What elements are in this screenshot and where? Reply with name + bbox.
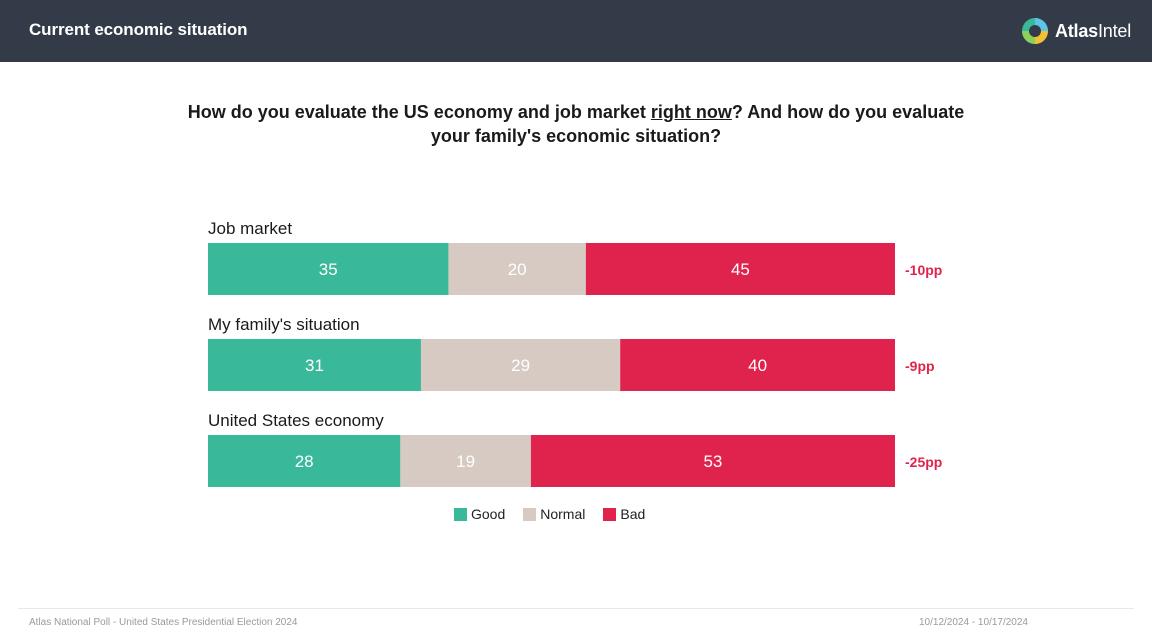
legend-label-good: Good (471, 506, 506, 522)
brand: AtlasIntel (1021, 16, 1131, 46)
data-label-normal-my-family-s-situation: 29 (511, 356, 530, 375)
brand-name-bold: Atlas (1054, 20, 1098, 41)
legend-swatch-normal (523, 507, 537, 521)
data-label-good-job-market: 35 (319, 260, 338, 279)
data-label-normal-job-market: 20 (508, 260, 527, 279)
bar-good-job-market (208, 243, 449, 295)
category-label-united-states-economy: United States economy (208, 411, 384, 430)
bar-bad-job-market (585, 243, 895, 295)
question-part-1: How do you evaluate the US economy and j… (187, 102, 651, 122)
legend-label-bad: Bad (620, 506, 646, 522)
legend-item-bad: Bad (603, 506, 645, 522)
bar-good-united-states-economy (208, 435, 401, 487)
bar-good-my-family-s-situation (208, 339, 421, 391)
legend-item-good: Good (454, 506, 505, 522)
bar-bad-united-states-economy (530, 435, 895, 487)
atlasintel-logo-icon (1021, 18, 1048, 44)
footer-divider (18, 608, 1134, 609)
data-label-bad-job-market: 45 (731, 260, 750, 279)
net-label-my-family-s-situation: -9pp (905, 358, 935, 374)
bar-normal-job-market (448, 243, 586, 295)
footer-dates: 10/12/2024 - 10/17/2024 (919, 617, 1028, 628)
legend-label-normal: Normal (540, 506, 586, 522)
data-label-bad-united-states-economy: 53 (703, 452, 722, 471)
header-bar: Current economic situation AtlasIntel (0, 0, 1152, 62)
question-part-2: ? And how do you evaluate your family's … (430, 102, 965, 146)
brand-name: AtlasIntel (1055, 21, 1131, 42)
chart-legend: Good Normal Bad (454, 506, 645, 522)
bar-normal-united-states-economy (400, 435, 531, 487)
net-label-job-market: -10pp (905, 262, 942, 278)
legend-swatch-good (454, 507, 467, 521)
data-label-good-my-family-s-situation: 31 (305, 356, 324, 375)
data-label-bad-my-family-s-situation: 40 (748, 356, 767, 375)
category-label-job-market: Job market (208, 219, 292, 238)
data-label-good-united-states-economy: 28 (295, 452, 314, 471)
legend-swatch-bad (603, 507, 617, 521)
bar-bad-my-family-s-situation (620, 339, 895, 391)
net-label-united-states-economy: -25pp (905, 454, 942, 470)
brand-name-regular: Intel (1097, 20, 1131, 41)
category-label-my-family-s-situation: My family's situation (208, 315, 360, 334)
question-underlined: right now (650, 102, 732, 122)
chart-question: How do you evaluate the US economy and j… (176, 100, 976, 148)
bar-normal-my-family-s-situation (420, 339, 621, 391)
legend-item-normal: Normal (523, 506, 585, 522)
page-title: Current economic situation (29, 20, 248, 39)
footer-source: Atlas National Poll - United States Pres… (29, 617, 298, 628)
data-label-normal-united-states-economy: 19 (456, 452, 475, 471)
